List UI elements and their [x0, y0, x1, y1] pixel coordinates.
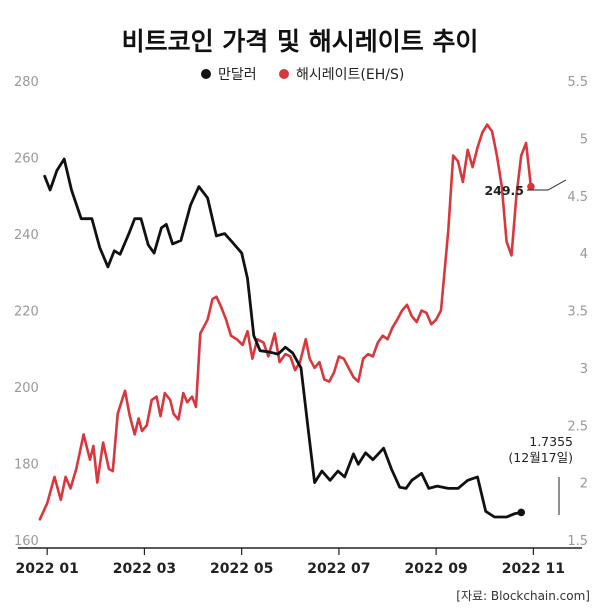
x-tick-label: 2022 11 — [502, 561, 565, 577]
annotation-price-value: 1.7355 — [529, 434, 573, 449]
annotation-current-hashrate: 249.5 — [484, 179, 567, 198]
y-right-tick-label: 3.5 — [567, 305, 588, 320]
y-left-tick-label: 160 — [14, 534, 39, 549]
x-tick-label: 2022 07 — [307, 561, 370, 577]
legend: 만달러 해시레이트(EH/S) — [201, 67, 404, 83]
annotation-hashrate-value: 249.5 — [484, 183, 524, 198]
source-note: [자료: Blockchain.com] — [456, 589, 590, 603]
x-axis: 2022 01 2022 03 2022 05 2022 07 2022 09 2022 … — [16, 548, 565, 577]
y-right-tick-label: 2 — [580, 477, 588, 492]
annotation-price-date: (12월17일) — [508, 450, 573, 465]
y-axis-right: 1.5 2 2.5 3 3.5 4 4.5 5 5.5 — [567, 75, 588, 549]
y-left-tick-label: 220 — [14, 305, 39, 320]
y-left-tick-label: 280 — [14, 75, 39, 90]
y-axis-left: 160 180 200 220 240 260 280 — [14, 75, 39, 549]
y-right-tick-label: 5.5 — [567, 75, 588, 90]
x-tick-label: 2022 03 — [113, 561, 176, 577]
y-left-tick-label: 240 — [14, 228, 39, 243]
chart-title: 비트코인 가격 및 해시레이트 추이 — [122, 27, 479, 56]
y-left-tick-label: 260 — [14, 152, 39, 167]
x-tick-label: 2022 09 — [404, 561, 467, 577]
y-right-tick-label: 3 — [580, 362, 588, 377]
series-layer — [38, 123, 535, 521]
y-right-tick-label: 2.5 — [567, 419, 588, 434]
y-right-tick-label: 4 — [580, 247, 588, 262]
legend-label-hashrate: 해시레이트(EH/S) — [296, 67, 404, 83]
legend-label-price: 만달러 — [218, 67, 257, 83]
y-right-tick-label: 1.5 — [567, 534, 588, 549]
legend-swatch-hashrate — [279, 69, 289, 79]
y-right-tick-label: 5 — [580, 132, 588, 147]
legend-swatch-price — [201, 69, 211, 79]
y-left-tick-label: 180 — [14, 458, 39, 473]
series-line-hashrate — [38, 123, 533, 521]
y-right-tick-label: 4.5 — [567, 190, 588, 205]
x-tick-label: 2022 01 — [16, 561, 79, 577]
y-left-tick-label: 200 — [14, 381, 39, 396]
series-line-price — [43, 157, 523, 519]
series-end-point-price — [517, 508, 526, 517]
series-end-point-hashrate — [527, 182, 535, 191]
x-tick-label: 2022 05 — [210, 561, 273, 577]
annotation-leader-hashrate — [527, 179, 567, 191]
annotation-current-price: 1.7355 (12월17일) — [508, 434, 573, 515]
